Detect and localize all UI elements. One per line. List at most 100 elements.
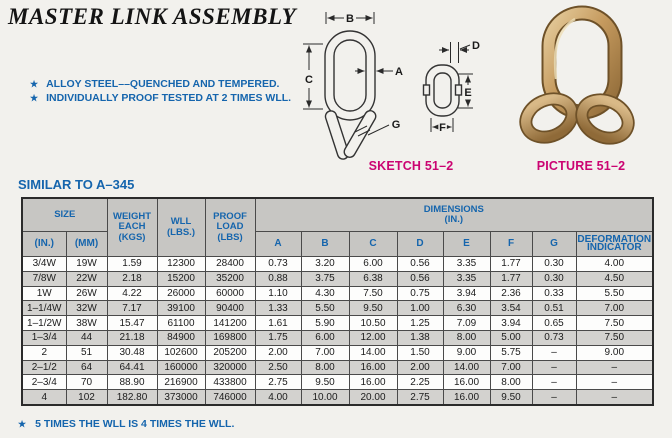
dimension-label-c: C bbox=[305, 74, 313, 86]
table-cell: 20.00 bbox=[348, 389, 398, 406]
picture-caption: PICTURE 51–2 bbox=[536, 159, 626, 173]
col-dim-f: F bbox=[489, 231, 533, 257]
table-cell: 3.94 bbox=[489, 315, 533, 331]
table-cell: 2.36 bbox=[489, 285, 533, 302]
table-cell: 205200 bbox=[204, 344, 256, 361]
table-cell: 1.33 bbox=[254, 300, 302, 317]
col-size-mm: (MM) bbox=[65, 231, 108, 257]
table-cell: 2.50 bbox=[254, 359, 302, 376]
table-cell: 2.00 bbox=[396, 359, 444, 376]
table-cell: 35200 bbox=[204, 270, 256, 287]
table-cell: 1.50 bbox=[396, 344, 444, 361]
table-cell: 0.30 bbox=[531, 270, 577, 287]
table-cell: 0.30 bbox=[531, 256, 577, 272]
table-row: 1–3/4 44 21.18 84900 169800 1.75 6.00 12.00 1.38… bbox=[21, 329, 654, 346]
table-cell: 88.90 bbox=[106, 374, 158, 391]
table-cell: 141200 bbox=[204, 315, 256, 331]
table-cell: 16.00 bbox=[442, 374, 491, 391]
table-cell: 5.50 bbox=[575, 285, 654, 302]
table-cell: 1–1/4W bbox=[21, 300, 67, 317]
table-cell: 3.94 bbox=[442, 285, 491, 302]
table-row: 3/4W 19W 1.59 12300 28400 0.73 3.20 6.00 0.56 3.3… bbox=[21, 256, 654, 272]
table-cell: – bbox=[531, 389, 577, 406]
sub-link-right bbox=[575, 93, 635, 145]
col-dim-c: C bbox=[348, 231, 398, 257]
col-weight-each: WEIGHT EACH (KGS) bbox=[106, 197, 158, 257]
dimension-label-g: G bbox=[392, 119, 401, 131]
table-cell: 16.00 bbox=[442, 389, 491, 406]
similar-to-heading: SIMILAR TO A–345 bbox=[18, 177, 135, 192]
table-cell: 3.20 bbox=[300, 256, 350, 272]
table-cell: 9.00 bbox=[442, 344, 491, 361]
dimension-label-e: E bbox=[464, 87, 471, 99]
table-cell: 433800 bbox=[204, 374, 256, 391]
sketch-caption: SKETCH 51–2 bbox=[368, 159, 454, 173]
header-row-columns: (IN.) (MM) A B C D E F G DEFORMATION IND… bbox=[21, 231, 654, 257]
table-cell: 2–3/4 bbox=[21, 374, 67, 391]
table-cell: 10.50 bbox=[348, 315, 398, 331]
table-cell: 60000 bbox=[204, 285, 256, 302]
table-cell: 15.47 bbox=[106, 315, 158, 331]
table-row: 2–1/2 64 64.41 160000 320000 2.50 8.00 16.00 2.0… bbox=[21, 359, 654, 376]
table-cell: 26000 bbox=[156, 285, 206, 302]
table-cell: 0.65 bbox=[531, 315, 577, 331]
table-cell: 2.00 bbox=[254, 344, 302, 361]
table-cell: 7.50 bbox=[575, 329, 654, 346]
star-icon: ★ bbox=[30, 79, 39, 89]
table-cell: 5.90 bbox=[300, 315, 350, 331]
table-cell: 39100 bbox=[156, 300, 206, 317]
table-cell: 7.00 bbox=[489, 359, 533, 376]
table-cell: 90400 bbox=[204, 300, 256, 317]
table-cell: 1.38 bbox=[396, 329, 444, 346]
table-cell: 6.00 bbox=[348, 256, 398, 272]
table-cell: 1.77 bbox=[489, 256, 533, 272]
front-view-link bbox=[324, 30, 376, 121]
table-cell: 2.75 bbox=[396, 389, 444, 406]
table-cell: 3.75 bbox=[300, 270, 350, 287]
table-cell: 102 bbox=[65, 389, 108, 406]
table-cell: 16.00 bbox=[348, 359, 398, 376]
table-cell: 12300 bbox=[156, 256, 206, 272]
table-cell: 7/8W bbox=[21, 270, 67, 287]
col-dim-e: E bbox=[442, 231, 491, 257]
table-cell: 64.41 bbox=[106, 359, 158, 376]
table-cell: – bbox=[575, 389, 654, 406]
table-cell: 0.33 bbox=[531, 285, 577, 302]
table-cell: 4.22 bbox=[106, 285, 158, 302]
table-cell: 1.61 bbox=[254, 315, 302, 331]
footnote: ★ 5 TIMES THE WLL IS 4 TIMES THE WLL. bbox=[18, 418, 234, 430]
table-row: 1–1/4W 32W 7.17 39100 90400 1.33 5.50 9.50 1.00 6… bbox=[21, 300, 654, 317]
table-cell: 373000 bbox=[156, 389, 206, 406]
table-cell: 0.56 bbox=[396, 256, 444, 272]
table-cell: 0.88 bbox=[254, 270, 302, 287]
table-cell: 160000 bbox=[156, 359, 206, 376]
table-cell: 0.51 bbox=[531, 300, 577, 317]
table-cell: 4.50 bbox=[575, 270, 654, 287]
table-cell: 7.50 bbox=[348, 285, 398, 302]
table-cell: 8.00 bbox=[300, 359, 350, 376]
table-cell: 28400 bbox=[204, 256, 256, 272]
table-cell: 8.00 bbox=[489, 374, 533, 391]
bullet-item: ★ ALLOY STEEL––QUENCHED AND TEMPERED. bbox=[30, 77, 291, 91]
header-row-groups: SIZE WEIGHT EACH (KGS) WLL (LBS.) PROOF … bbox=[21, 197, 654, 257]
table-cell: 26W bbox=[65, 285, 108, 302]
table-cell: 3.35 bbox=[442, 270, 491, 287]
table-cell: 169800 bbox=[204, 329, 256, 346]
table-cell: 64 bbox=[65, 359, 108, 376]
table-cell: 6.30 bbox=[442, 300, 491, 317]
table-cell: 1–1/2W bbox=[21, 315, 67, 331]
table-cell: 14.00 bbox=[442, 359, 491, 376]
table-cell: 102600 bbox=[156, 344, 206, 361]
bullet-text: ALLOY STEEL––QUENCHED AND TEMPERED. bbox=[46, 78, 280, 90]
table-cell: 22W bbox=[65, 270, 108, 287]
table-cell: 7.00 bbox=[575, 300, 654, 317]
table-row: 1W 26W 4.22 26000 60000 1.10 4.30 7.50 0.75 3.94 2… bbox=[21, 285, 654, 302]
col-proof-load: PROOF LOAD (LBS) bbox=[204, 197, 256, 257]
sub-link-left bbox=[519, 92, 579, 144]
col-dim-a: A bbox=[254, 231, 302, 257]
table-cell: 84900 bbox=[156, 329, 206, 346]
table-cell: 10.00 bbox=[300, 389, 350, 406]
table-cell: 4 bbox=[21, 389, 67, 406]
table-row: 2–3/4 70 88.90 216900 433800 2.75 9.50 16.00 2.2… bbox=[21, 374, 654, 391]
